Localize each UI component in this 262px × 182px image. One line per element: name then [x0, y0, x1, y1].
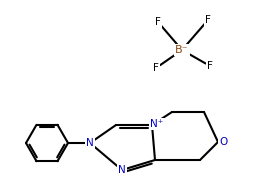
Text: F: F	[153, 63, 159, 73]
Text: F: F	[207, 61, 213, 71]
Text: O: O	[219, 137, 227, 147]
Text: B⁻: B⁻	[175, 45, 189, 55]
Text: N: N	[86, 138, 94, 148]
Text: N⁺: N⁺	[150, 119, 164, 129]
Text: F: F	[205, 15, 211, 25]
Text: F: F	[155, 17, 161, 27]
Text: N: N	[118, 165, 126, 175]
